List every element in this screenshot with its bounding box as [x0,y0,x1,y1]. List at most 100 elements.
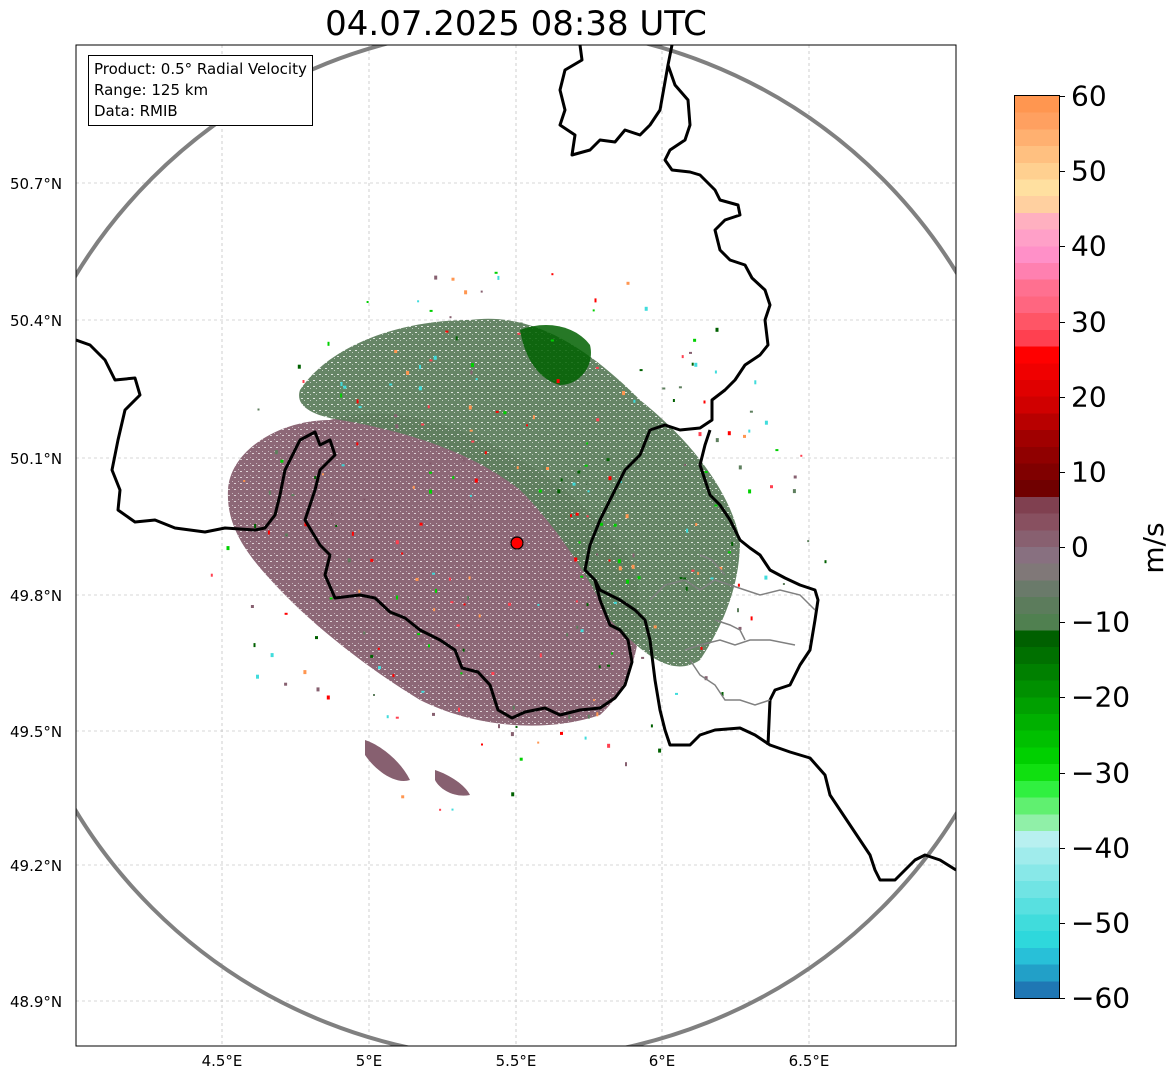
echo-speckle [451,277,455,281]
colorbar-tick-mark [1059,321,1065,323]
echo-speckle [471,440,475,443]
lat-label: 49.2°N [10,857,63,875]
echo-speckle [417,633,421,636]
echo-speckle [428,462,432,466]
echo-speckle [607,743,611,748]
echo-speckle [253,643,256,648]
colorbar-tick-mark [1059,246,1065,248]
echo-speckle [280,459,284,463]
echo-speckle [653,625,657,629]
echo-speckle [678,386,682,389]
echo-speckle [418,386,422,391]
echo-speckle [542,466,546,471]
colorbar-tick-label: −60 [1071,981,1131,1015]
echo-speckle [340,382,343,386]
echo-speckle [560,731,563,735]
lon-label: 5°E [355,1052,383,1070]
echo-speckle [584,464,588,467]
echo-speckle [685,586,688,591]
colorbar-tick-mark [1059,96,1065,97]
echo-speckle [362,498,366,501]
echo-speckle [611,652,613,655]
echo-speckle [515,726,518,728]
echo-speckle [580,629,584,633]
echo-speckle [557,489,561,494]
echo-speckle [775,449,779,452]
echo-speckle [568,715,571,719]
echo-speckle [475,378,478,381]
echo-speckle [737,583,740,587]
echo-speckle [268,490,271,495]
echo-speckle [596,712,599,717]
echo-speckle [585,480,588,485]
echo-speckle [546,467,549,470]
colorbar-tick-label: 60 [1071,79,1107,113]
echo-speckle [284,612,288,615]
lat-label: 50.7°N [10,175,63,193]
echo-speckle [578,541,581,544]
echo-speckle [764,420,768,425]
colorbar-tick-label: 40 [1071,229,1107,263]
echo-speckle [517,332,521,335]
echo-speckle [807,540,810,543]
echo-speckle [315,636,318,640]
echo-speckle [395,424,399,429]
echo-speckle [455,336,458,341]
echo-speckle [450,601,454,604]
echo-speckle [412,485,415,489]
echo-speckle [254,524,257,528]
echo-speckle [587,402,590,405]
echo-speckle [626,281,630,285]
echo-speckle [613,523,617,527]
echo-speckle [470,370,473,375]
echo-speckle [580,575,584,578]
echo-speckle [570,514,572,518]
echo-speckle [691,362,694,366]
echo-speckle [727,431,731,436]
colorbar-tick-mark [1059,622,1065,624]
echo-speckle [366,301,369,303]
echo-speckle [351,531,354,536]
colorbar-tick-mark [1059,396,1065,398]
echo-speckle [764,575,768,580]
echo-speckle [594,298,597,303]
echo-speckle [420,638,424,643]
echo-speckle [481,743,483,746]
lat-label: 50.4°N [10,312,63,330]
echo-speckle [738,465,742,470]
echo-speckle [469,429,473,432]
echo-speckle [456,624,460,627]
echo-speckle [770,485,773,489]
echo-speckle [714,370,717,374]
echo-speckle [210,573,213,577]
data-source-label: Data: RMIB [94,102,178,120]
echo-speckle [691,569,695,572]
echo-speckle [347,558,351,563]
colorbar-tick-label: −30 [1071,756,1131,789]
echo-speckle [314,476,317,479]
echo-speckle [633,399,636,403]
echo-speckle [394,414,398,418]
echo-speckle [401,795,405,799]
colorbar-tick-label: 30 [1071,305,1107,338]
echo-speckle [710,577,714,580]
echo-speckle [672,399,675,402]
echo-speckle [256,674,259,679]
echo-speckle [698,432,702,437]
echo-speckle [689,351,692,354]
echo-speckle [467,451,470,454]
echo-speckle [731,541,734,546]
echo-speckle [327,341,330,346]
echo-speckle [684,464,687,466]
echo-speckle [618,566,622,571]
echo-speckle [548,480,551,484]
echo-speckle [503,411,507,415]
echo-speckle [386,715,389,719]
echo-speckle [637,576,641,580]
echo-speckle [750,616,753,621]
echo-speckle [491,672,495,675]
echo-speckle [595,366,599,369]
radar-site-marker[interactable] [510,536,524,550]
echo-speckle [662,387,666,390]
